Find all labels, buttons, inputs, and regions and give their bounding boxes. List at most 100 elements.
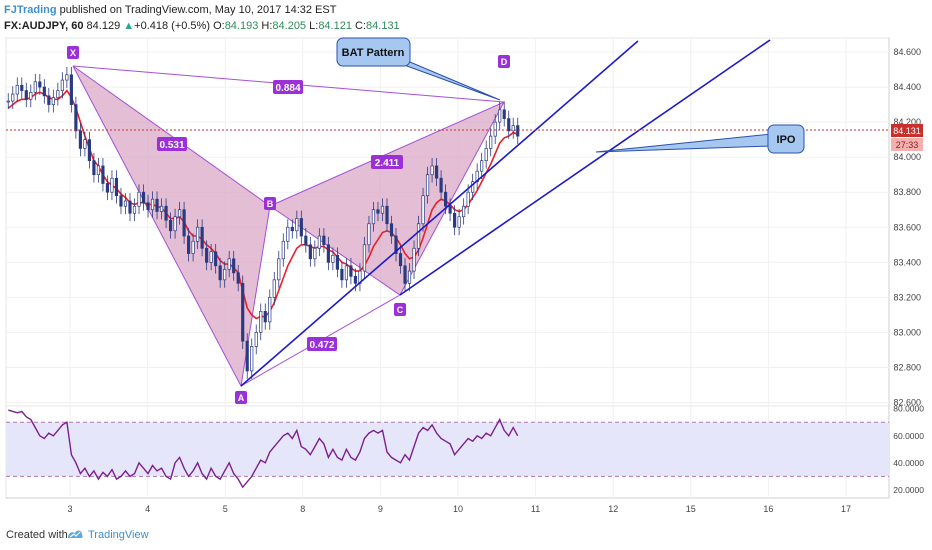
candle [29,91,33,100]
candle [114,177,119,197]
candle [245,340,249,372]
svg-text:0.531: 0.531 [159,140,184,151]
x-tick-label: 12 [608,504,618,514]
candle [322,235,326,246]
countdown-tag: 27:33 [891,138,923,151]
candle [155,198,159,212]
pattern-point-d[interactable] [498,55,510,68]
candle [123,200,128,207]
candle [304,235,308,246]
candle [394,235,398,254]
rsi-tick-label: 40.0000 [893,458,924,468]
x-tick-label: 4 [145,504,150,514]
candle [159,205,164,212]
pattern-point-label: D [501,57,508,67]
pattern-point-labels[interactable]: X A B C D [67,46,510,404]
candle [489,135,493,149]
price-pane[interactable] [5,37,890,407]
rsi-line [8,409,519,489]
candle [137,191,141,207]
candle [33,81,37,93]
rsi-tick-label: 20.0000 [893,485,924,495]
trend-line-upper[interactable] [240,40,639,387]
candle [20,84,24,91]
pattern-point-x[interactable] [67,46,79,59]
candle [168,219,173,232]
y-tick-label: 83.800 [893,187,921,197]
ratio-label-ac[interactable]: 0.472 [307,337,337,351]
tradingview-brand[interactable]: TradingView [88,529,149,541]
candle [6,100,10,103]
candle [236,272,240,284]
candle [511,125,515,132]
candle [132,205,137,214]
ratio-label-bcd[interactable]: 2.411 [371,155,403,169]
candle [502,109,506,119]
symbol-label[interactable]: FX:AUDJPY, 60 [4,20,84,32]
candle [223,268,227,281]
svg-text:2.411: 2.411 [375,158,400,169]
x-tick-label: 9 [378,504,383,514]
candle [15,84,19,95]
pattern-point-label: X [70,48,76,58]
moving-average-line [7,89,518,320]
pattern-point-label: A [238,393,245,403]
candle [119,195,123,207]
candle [448,205,452,214]
pattern-point-c[interactable] [394,303,406,316]
candle [51,97,55,105]
price-change: +0.418 (+0.5%) [134,20,210,32]
candle [191,240,195,254]
high-value: 84.205 [272,20,307,32]
candle [421,195,425,225]
candle [78,130,82,149]
rsi-axis: 80.0000 60.0000 40.0000 20.0000 [893,404,924,495]
candle [299,218,303,237]
candle [250,346,254,372]
price-axis[interactable]: 84.600 84.400 84.200 84.000 83.800 83.600 83.4… [893,47,921,407]
price-chart[interactable]: 84.600 84.400 84.200 84.000 83.800 83.600 83.4… [0,0,932,522]
ipo-callout[interactable]: IPO [595,124,805,154]
ratio-label-xd[interactable]: 0.884 [273,80,303,94]
trend-line-lower[interactable] [399,39,771,296]
candle [286,226,290,242]
candle [407,270,412,284]
low-label: L: [309,20,319,32]
candle [507,118,511,132]
candle [349,265,353,277]
x-tick-label: 5 [223,504,228,514]
candle [389,223,394,237]
time-axis[interactable]: 3 4 5 8 9 10 11 12 15 16 17 [67,504,851,514]
rsi-tick-label: 80.0000 [893,404,924,414]
pattern-point-a[interactable] [235,391,247,404]
bat-pattern-callout[interactable]: BAT Pattern [336,37,501,101]
candle [263,311,267,323]
candle [380,205,385,214]
candle [182,209,186,237]
candle [371,209,376,225]
candle [412,247,416,272]
candle [416,223,421,249]
author-name[interactable]: FJTrading [4,4,57,16]
candlesticks [6,66,520,379]
candle [471,181,475,193]
current-price-tag[interactable]: 84.131 [891,124,923,137]
tradingview-logo-icon[interactable] [66,527,84,541]
last-price: 84.129 [86,20,121,32]
candle [205,247,209,263]
chart-header: FJTrading published on TradingView.com, … [0,0,932,36]
candle [96,165,101,176]
y-tick-label: 82.800 [893,362,921,372]
x-tick-label: 16 [763,504,773,514]
candle [200,226,204,249]
y-tick-label: 83.600 [893,222,921,232]
candle [11,93,15,102]
candle [439,177,443,193]
candle [313,247,317,260]
candle [87,139,92,162]
pattern-point-label: B [267,199,274,209]
y-tick-label: 83.200 [893,292,921,302]
candle [277,258,281,281]
ratio-label-xab[interactable]: 0.531 [157,137,187,151]
pattern-point-b[interactable] [264,197,276,210]
